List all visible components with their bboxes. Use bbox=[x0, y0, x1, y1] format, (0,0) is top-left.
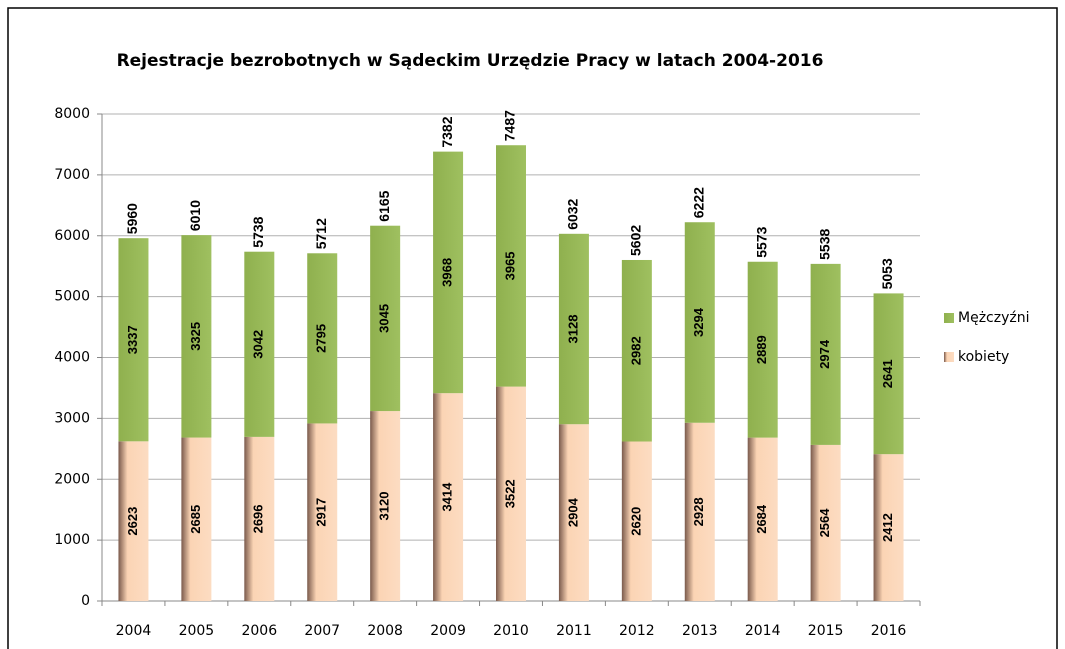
x-tick-label: 2006 bbox=[241, 623, 277, 639]
value-label: 3045 bbox=[377, 304, 392, 333]
value-label: 3042 bbox=[251, 330, 266, 359]
bar-segment bbox=[873, 293, 904, 455]
bar-segment bbox=[810, 263, 841, 445]
total-label: 6010 bbox=[187, 200, 203, 231]
value-label: 2684 bbox=[754, 504, 769, 534]
x-tick-label: 2012 bbox=[619, 623, 655, 639]
x-tick-label: 2016 bbox=[871, 623, 907, 639]
total-label: 6222 bbox=[690, 187, 706, 218]
bar-segment bbox=[621, 441, 652, 601]
bar-segment bbox=[307, 253, 338, 424]
value-label: 3965 bbox=[502, 251, 517, 280]
x-tick-label: 2007 bbox=[304, 623, 340, 639]
total-label: 5602 bbox=[628, 225, 644, 256]
value-label: 3325 bbox=[188, 322, 203, 351]
total-label: 6032 bbox=[565, 198, 581, 229]
legend-swatch bbox=[944, 352, 954, 362]
value-label: 3414 bbox=[440, 482, 455, 512]
bar-segment bbox=[558, 233, 589, 425]
total-label: 5960 bbox=[124, 203, 140, 234]
y-tick-label: 0 bbox=[81, 593, 90, 609]
y-tick-label: 3000 bbox=[54, 410, 90, 426]
legend-label: Mężczyźni bbox=[958, 310, 1029, 326]
y-tick-label: 4000 bbox=[54, 350, 90, 366]
y-tick-label: 5000 bbox=[54, 289, 90, 305]
bar-segment bbox=[370, 411, 401, 601]
value-label: 2620 bbox=[628, 507, 643, 536]
bar-segment bbox=[181, 437, 212, 601]
value-label: 2904 bbox=[565, 497, 580, 527]
value-label: 3337 bbox=[125, 325, 140, 354]
value-label: 2974 bbox=[817, 339, 832, 369]
total-label: 5538 bbox=[816, 229, 832, 260]
bar-segment bbox=[118, 441, 149, 601]
bar-segment bbox=[181, 235, 212, 438]
y-tick-label: 6000 bbox=[54, 228, 90, 244]
value-label: 2696 bbox=[251, 504, 266, 533]
value-label: 3968 bbox=[440, 258, 455, 287]
bar-segment bbox=[496, 145, 526, 387]
bar-segment bbox=[433, 151, 464, 394]
bar-segment bbox=[621, 259, 652, 442]
total-label: 7487 bbox=[502, 110, 518, 141]
chart-title: Rejestracje bezrobotnych w Sądeckim Urzę… bbox=[117, 51, 824, 71]
value-label: 2685 bbox=[188, 505, 203, 534]
bar-segment bbox=[307, 423, 338, 601]
value-label: 3294 bbox=[691, 307, 706, 337]
value-label: 2795 bbox=[314, 324, 329, 353]
x-tick-label: 2011 bbox=[556, 623, 592, 639]
y-tick-label: 7000 bbox=[54, 167, 90, 183]
y-tick-label: 2000 bbox=[54, 471, 90, 487]
total-label: 5573 bbox=[753, 226, 769, 257]
bar-segment bbox=[810, 444, 841, 601]
bar-segment bbox=[433, 393, 464, 601]
x-tick-label: 2014 bbox=[745, 623, 781, 639]
value-label: 2928 bbox=[691, 497, 706, 526]
x-tick-label: 2005 bbox=[179, 623, 215, 639]
x-tick-label: 2009 bbox=[430, 623, 466, 639]
total-label: 7382 bbox=[439, 116, 455, 147]
legend-label: kobiety bbox=[958, 349, 1009, 365]
total-label: 5053 bbox=[879, 258, 895, 289]
value-label: 2564 bbox=[817, 508, 832, 538]
value-label: 2889 bbox=[754, 335, 769, 364]
total-label: 6165 bbox=[376, 190, 392, 221]
bar-segment bbox=[747, 261, 778, 438]
value-label: 3522 bbox=[502, 479, 517, 508]
bar-segment bbox=[684, 222, 715, 423]
value-label: 3120 bbox=[377, 492, 392, 521]
value-label: 2641 bbox=[880, 359, 895, 388]
value-label: 2917 bbox=[314, 498, 329, 527]
bar-segment bbox=[244, 436, 275, 601]
y-tick-label: 1000 bbox=[54, 532, 90, 548]
x-tick-label: 2008 bbox=[367, 623, 403, 639]
bar-segment bbox=[684, 422, 715, 601]
x-tick-label: 2015 bbox=[808, 623, 844, 639]
y-tick-label: 8000 bbox=[54, 106, 90, 122]
x-tick-label: 2010 bbox=[493, 623, 529, 639]
bar-segment bbox=[558, 424, 589, 601]
value-label: 2982 bbox=[628, 336, 643, 365]
total-label: 5738 bbox=[250, 216, 266, 247]
value-label: 2412 bbox=[880, 513, 895, 542]
x-tick-label: 2013 bbox=[682, 623, 718, 639]
total-label: 5712 bbox=[313, 218, 329, 249]
bar-segment bbox=[244, 251, 275, 437]
bar-segment bbox=[873, 454, 904, 601]
value-label: 3128 bbox=[565, 315, 580, 344]
bar-segment bbox=[747, 437, 778, 601]
bar-segment bbox=[370, 225, 401, 412]
value-label: 2623 bbox=[125, 507, 140, 536]
bar-segment bbox=[496, 386, 526, 601]
bar-segment bbox=[118, 238, 149, 442]
x-tick-label: 2004 bbox=[116, 623, 152, 639]
legend-swatch bbox=[944, 313, 954, 323]
